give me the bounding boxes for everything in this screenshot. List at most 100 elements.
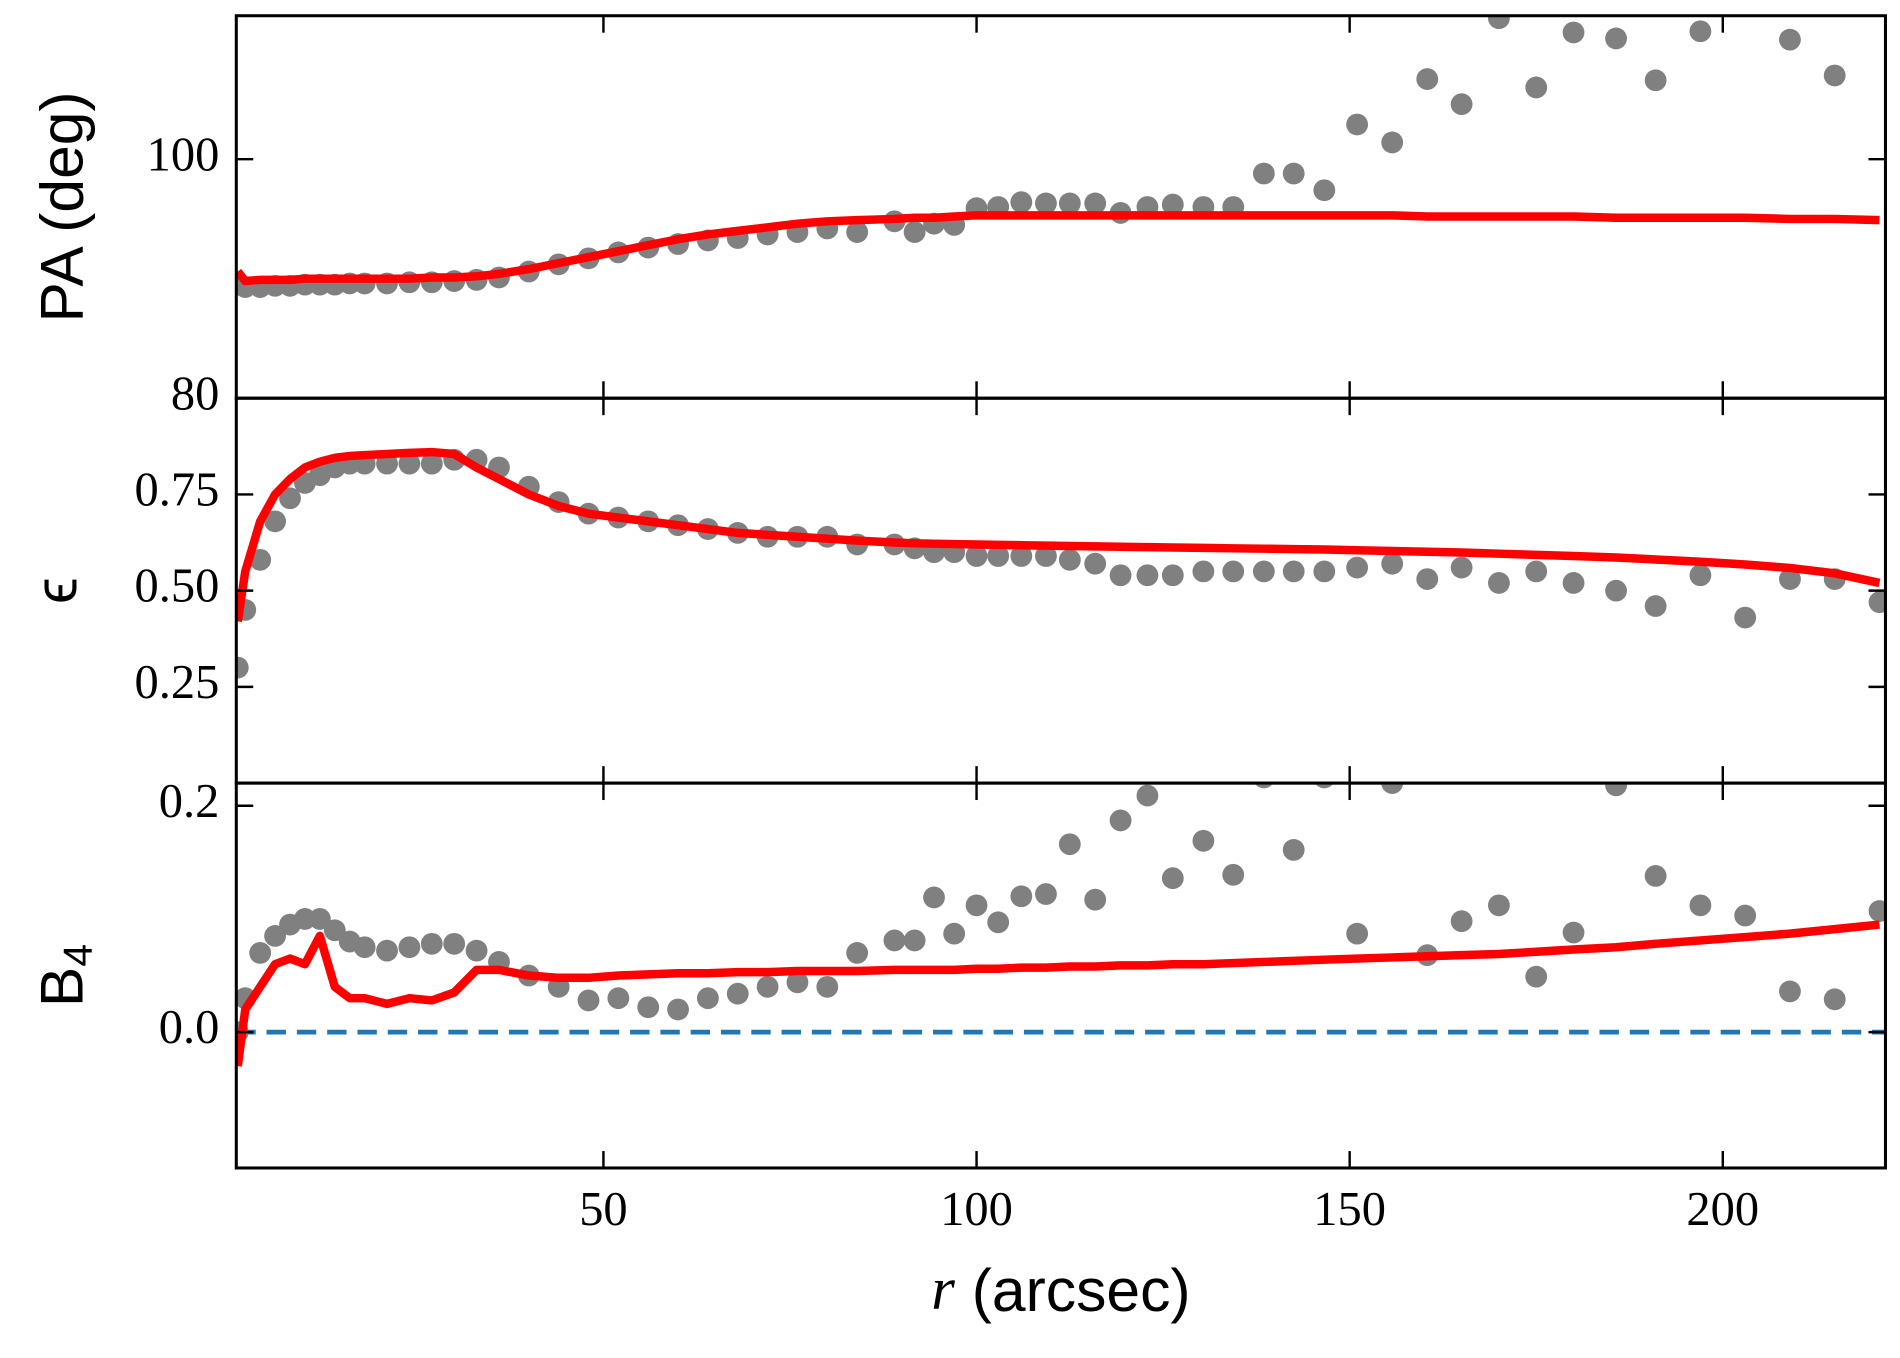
data-point: [1734, 606, 1757, 629]
data-point: [443, 932, 466, 955]
data-point: [607, 987, 630, 1010]
data-point: [1010, 191, 1033, 214]
data-point: [1605, 579, 1627, 602]
data-point: [1010, 545, 1033, 567]
x-tick-label: 200: [1686, 1183, 1759, 1236]
y-axis-label-main: PA (deg): [28, 91, 96, 322]
data-point: [1525, 965, 1548, 988]
data-point: [1084, 192, 1107, 215]
y-tick-label: 100: [147, 128, 220, 181]
data-point: [883, 929, 906, 952]
data-point: [726, 982, 749, 1005]
data-point: [1192, 560, 1215, 583]
data-point: [294, 908, 316, 930]
data-point: [308, 908, 331, 930]
data-point: [1779, 980, 1801, 1003]
data-point: [1562, 921, 1585, 944]
data-point: [1136, 784, 1159, 807]
data-point: [398, 936, 421, 959]
data-point: [1222, 863, 1245, 886]
data-point: [1488, 15, 1510, 30]
data-point: [1313, 179, 1336, 202]
data-point: [1734, 904, 1757, 927]
x-tick-label: 50: [579, 1183, 627, 1236]
data-point: [1779, 568, 1801, 590]
y-axis-label: ϵ: [22, 577, 90, 604]
data-point: [1450, 910, 1473, 933]
data-point: [1084, 888, 1107, 911]
data-point: [1416, 568, 1439, 590]
data-point: [903, 221, 926, 243]
data-point: [1282, 560, 1305, 583]
data-point: [1562, 572, 1585, 594]
data-point: [1605, 783, 1627, 797]
data-point: [1109, 564, 1132, 587]
data-point: [1035, 545, 1057, 567]
data-point: [1823, 988, 1846, 1011]
data-point: [577, 989, 600, 1012]
y-tick-label: 0.25: [135, 656, 220, 709]
y-tick-label: 0.0: [159, 1001, 220, 1054]
data-point: [398, 452, 421, 475]
data-point: [1192, 829, 1215, 852]
data-point: [1109, 809, 1132, 832]
data-point: [1346, 556, 1369, 579]
data-point: [420, 932, 443, 955]
data-point: [987, 911, 1010, 934]
data-point: [987, 545, 1010, 567]
data-point: [353, 936, 376, 959]
data-point: [1644, 69, 1667, 92]
data-point: [943, 922, 966, 945]
data-point: [420, 452, 443, 475]
y-tick-label: 0.2: [159, 775, 220, 828]
data-point: [846, 941, 869, 964]
data-point: [1779, 28, 1801, 51]
data-point: [1381, 552, 1404, 575]
x-tick-label: 150: [1313, 1183, 1386, 1236]
data-point: [1136, 564, 1159, 587]
data-point: [376, 939, 398, 962]
data-point: [1689, 894, 1712, 917]
data-point: [1282, 838, 1305, 861]
data-point: [756, 975, 779, 998]
panel: 0.25 0.50 0.75 ϵ: [22, 396, 1887, 785]
data-point: [697, 987, 719, 1010]
plot-area: [236, 447, 1886, 679]
data-point: [264, 510, 286, 533]
data-point: [1868, 900, 1886, 922]
data-point: [923, 886, 945, 909]
x-axis-label-var: r: [931, 1256, 955, 1323]
data-point: [1381, 131, 1404, 154]
data-point: [1084, 552, 1107, 575]
data-point: [323, 919, 346, 942]
data-point: [1525, 560, 1548, 583]
data-point: [1868, 591, 1886, 614]
data-point: [264, 925, 286, 947]
data-point: [1689, 564, 1712, 587]
data-point: [236, 656, 249, 679]
data-point: [1346, 922, 1369, 945]
y-axis-label-main: ϵ: [22, 577, 90, 604]
panel: 80 100 PA (deg): [28, 14, 1887, 420]
y-tick-label: 0.75: [135, 464, 220, 517]
y-tick-label: 80: [171, 367, 219, 420]
data-point: [1525, 76, 1548, 99]
data-point: [1562, 21, 1585, 44]
data-point: [637, 996, 660, 1019]
data-point: [1346, 113, 1369, 136]
data-point: [1035, 883, 1057, 905]
data-point: [1450, 93, 1473, 116]
data-point: [1450, 556, 1473, 579]
y-axis-label-main: B: [28, 967, 96, 1007]
data-point: [1058, 192, 1081, 215]
data-point: [1605, 27, 1627, 50]
panel: 50 100 150 200 0.0 0.2 B4 r (arcsec): [28, 775, 1887, 1324]
data-point: [1689, 20, 1712, 43]
data-point: [1161, 867, 1184, 890]
data-point: [786, 971, 809, 994]
x-axis-label-unit: (arcsec): [972, 1256, 1191, 1324]
data-point: [1161, 564, 1184, 587]
plot-area: [236, 15, 1880, 298]
data-point: [1314, 783, 1334, 789]
data-point: [1381, 783, 1404, 794]
